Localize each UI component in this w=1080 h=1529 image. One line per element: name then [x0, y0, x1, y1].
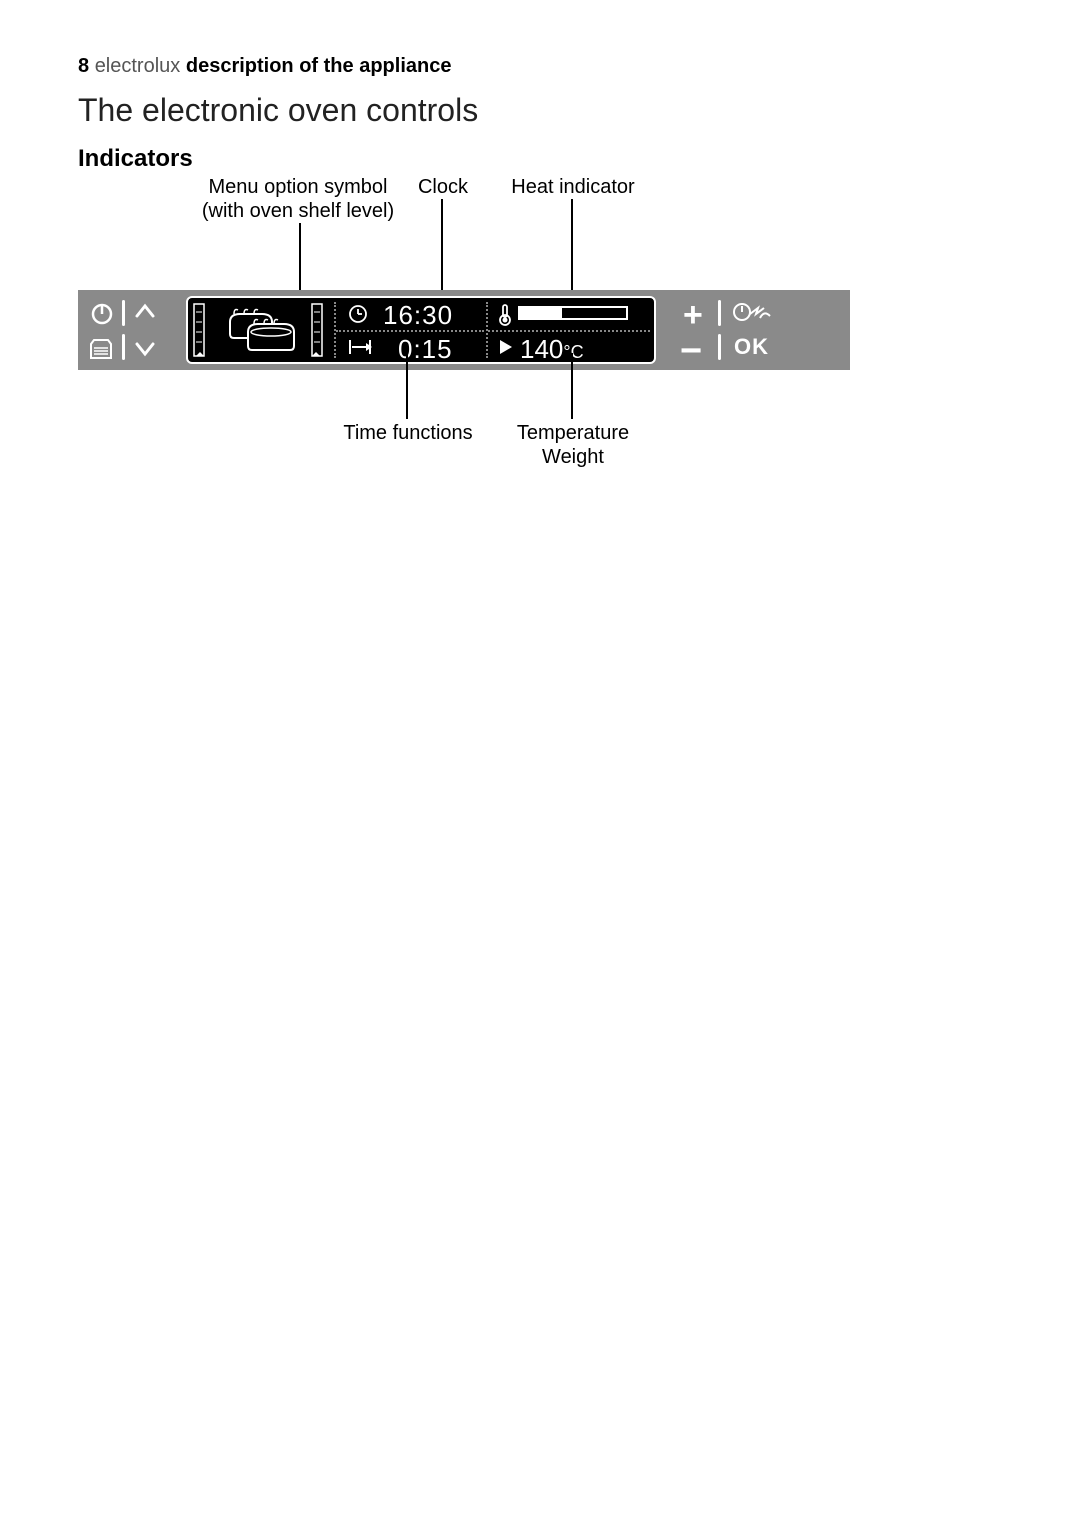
page-header: 8 electrolux description of the applianc… [78, 55, 451, 78]
menu-option-icon [192, 300, 330, 360]
duration-icon [348, 338, 372, 356]
separator [718, 300, 721, 326]
plus-button[interactable]: + [683, 298, 703, 332]
page-number: 8 [78, 55, 89, 77]
thermometer-icon [498, 304, 512, 326]
heat-bar [518, 306, 628, 320]
section-title: description of the appliance [186, 55, 452, 77]
power-button[interactable] [90, 302, 114, 330]
clock-icon [348, 304, 368, 324]
play-icon [500, 340, 512, 354]
clock-value: 16:30 [383, 300, 453, 331]
label-menu-option: Menu option symbol (with oven shelf leve… [188, 175, 408, 223]
down-button[interactable] [134, 338, 156, 364]
screen-divider-h [488, 330, 650, 332]
up-button[interactable] [134, 300, 156, 326]
label-heat-indicator: Heat indicator [493, 175, 653, 199]
label-time-functions: Time functions [333, 421, 483, 445]
quick-heat-icon[interactable] [732, 300, 774, 328]
separator [122, 334, 125, 360]
brand-name: electrolux [95, 55, 181, 77]
lcd-screen: 16:30 0:15 140°C [186, 296, 656, 364]
temperature-value: 140°C [520, 334, 584, 365]
indicators-heading: Indicators [78, 145, 193, 173]
indicators-diagram: Menu option symbol (with oven shelf leve… [78, 175, 850, 475]
label-menu-option-line1: Menu option symbol [209, 176, 388, 198]
callout-line-temperature [571, 353, 573, 419]
label-temperature-weight: Temperature Weight [508, 421, 638, 469]
control-panel: 16:30 0:15 140°C [78, 290, 850, 370]
label-temperature: Temperature [517, 422, 629, 444]
label-weight: Weight [542, 446, 604, 468]
page-title: The electronic oven controls [78, 92, 478, 129]
oven-menu-button[interactable] [88, 336, 114, 366]
ok-button[interactable]: OK [734, 336, 769, 358]
separator [718, 334, 721, 360]
label-clock: Clock [403, 175, 483, 199]
separator [122, 300, 125, 326]
temperature-number: 140 [520, 334, 563, 364]
callout-line-time-functions [406, 353, 408, 419]
label-menu-option-line2: (with oven shelf level) [202, 200, 394, 222]
minus-button[interactable]: − [680, 332, 702, 370]
temperature-unit: °C [563, 342, 583, 362]
heat-bar-fill [520, 308, 562, 318]
